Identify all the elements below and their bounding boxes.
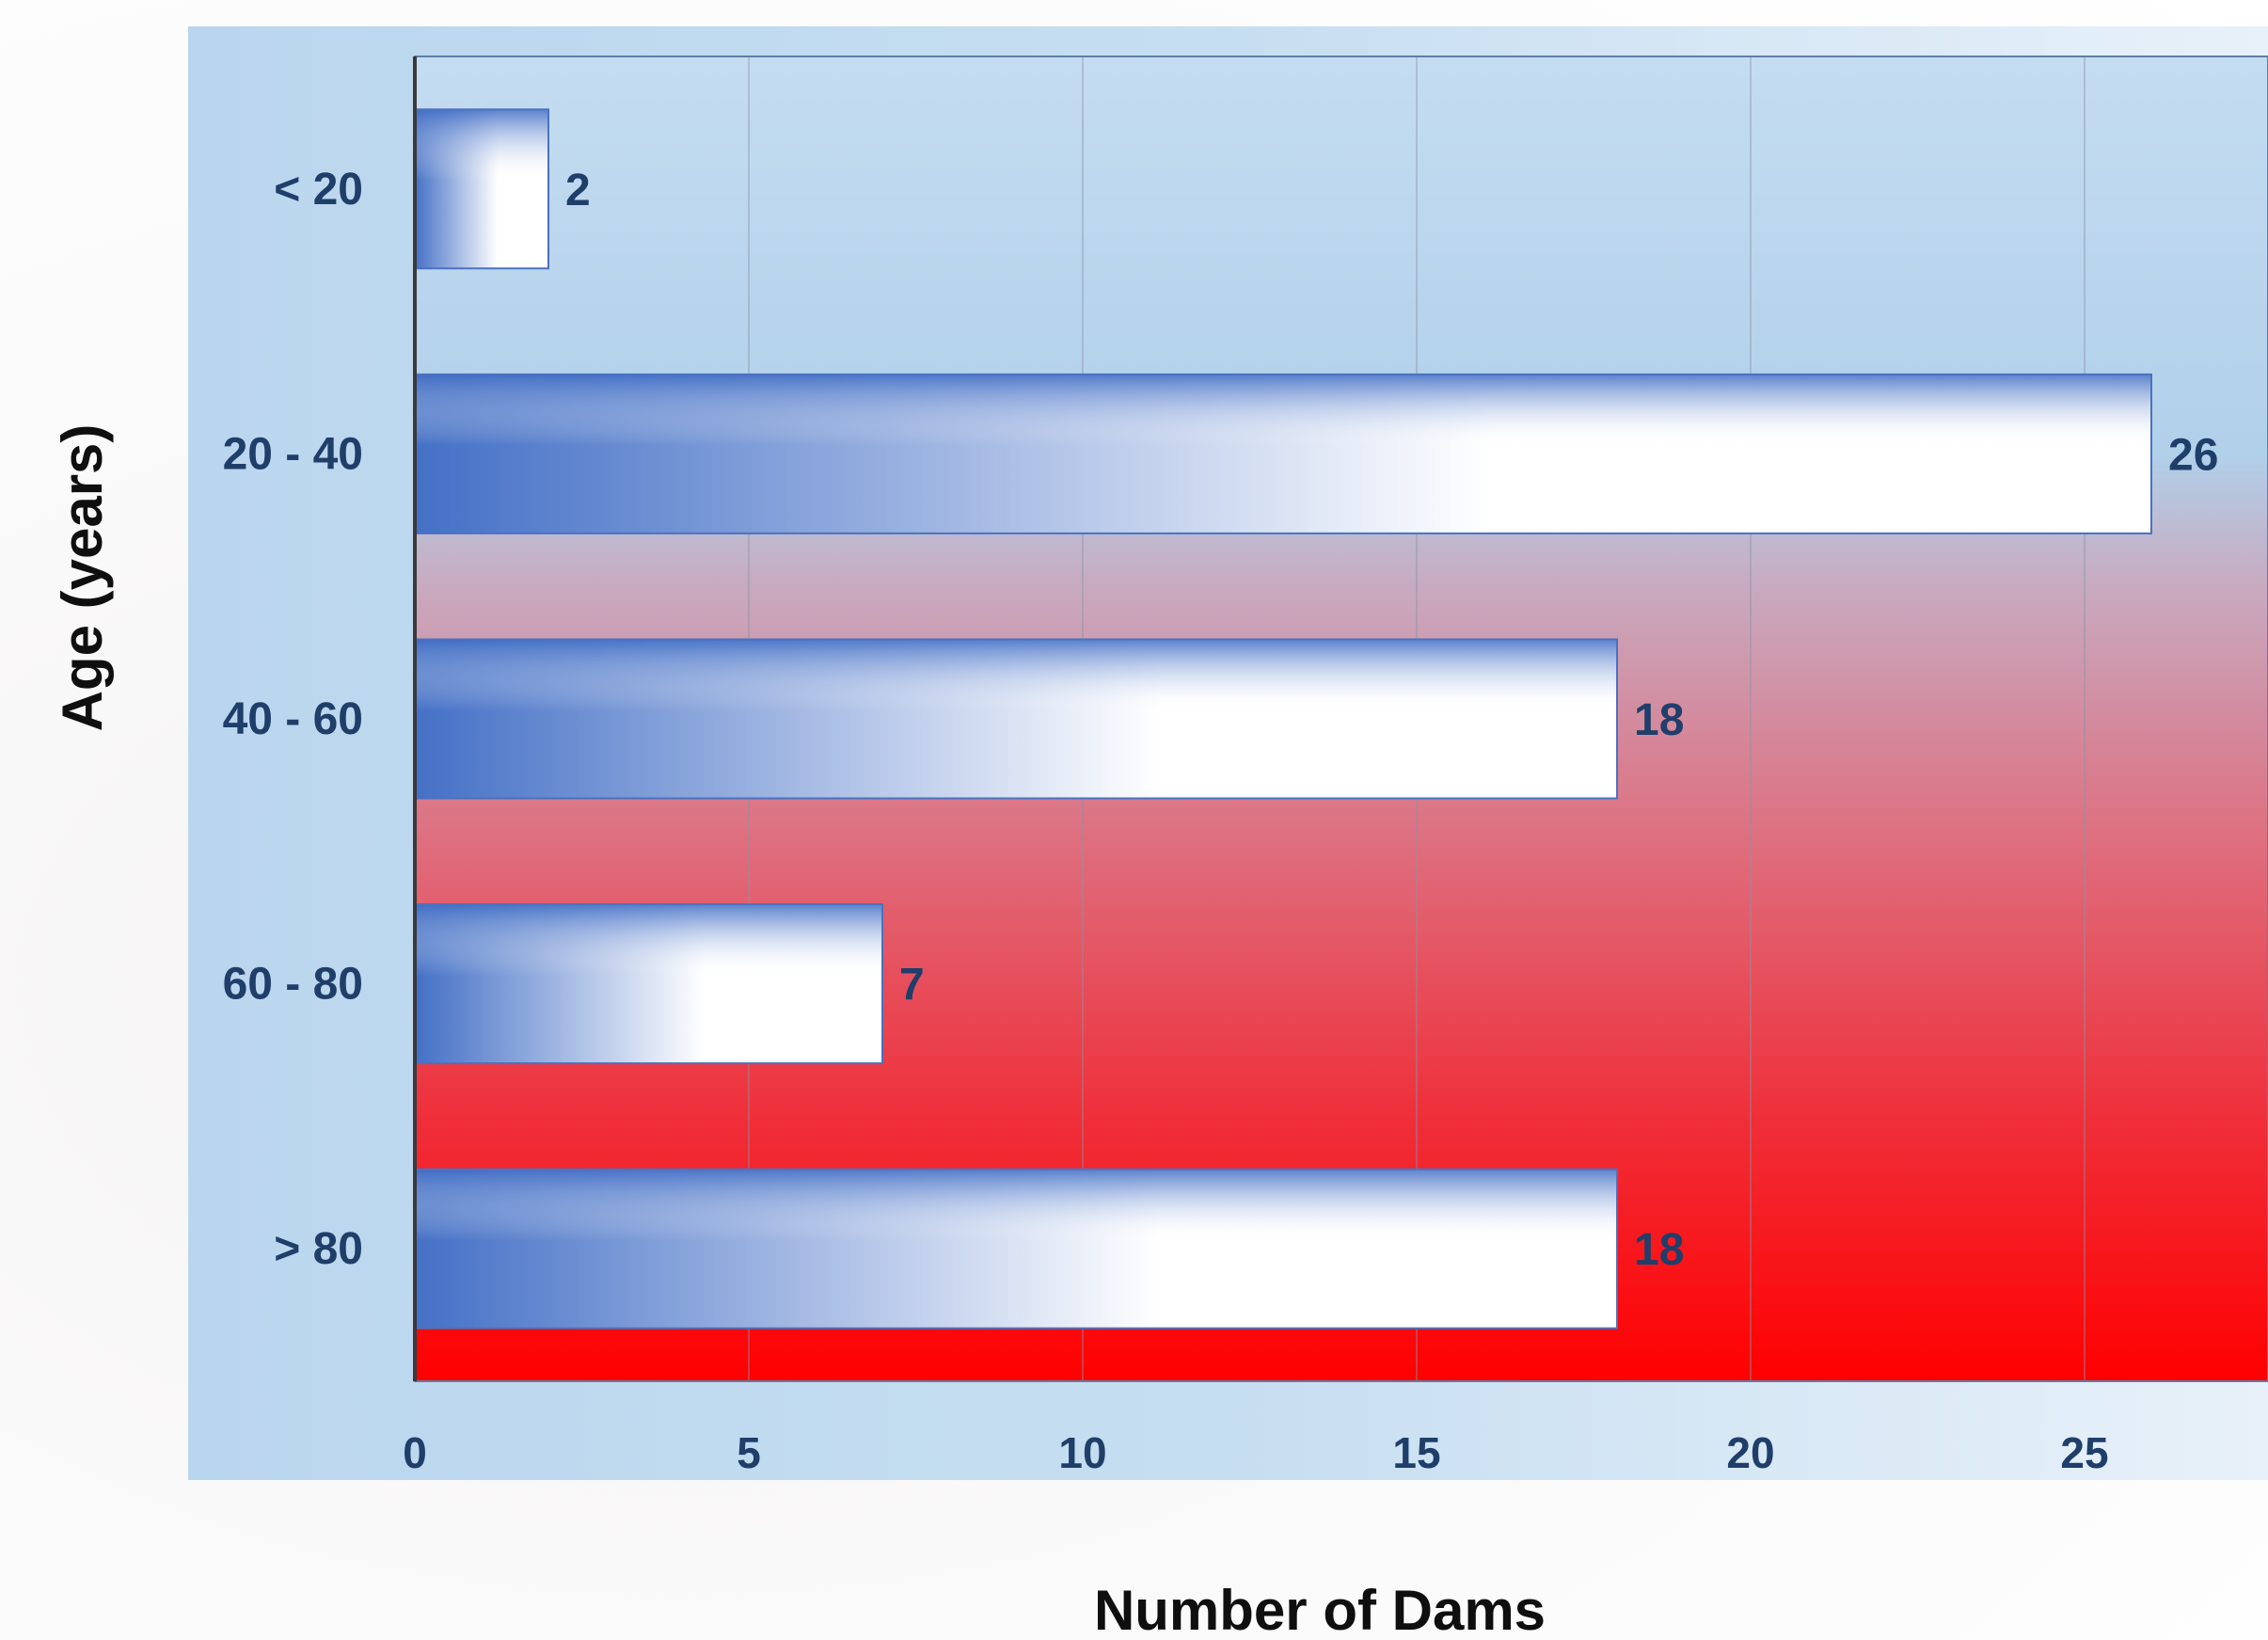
bar-shade <box>415 1169 1617 1329</box>
x-tick-label-0: 0 <box>403 1428 427 1477</box>
data-label: 26 <box>2168 430 2218 480</box>
data-label: 18 <box>1634 1225 1684 1275</box>
data-label: 7 <box>899 961 925 1011</box>
data-label: 2 <box>565 166 591 215</box>
bar-shade <box>415 639 1617 799</box>
x-axis-title: Number of Dams <box>1094 1579 1546 1640</box>
y-axis-title: Age (years) <box>51 424 114 732</box>
category-label: 60 - 80 <box>223 960 363 1010</box>
category-label: < 20 <box>274 165 363 215</box>
bar-group <box>414 638 1618 800</box>
category-label: 40 - 60 <box>223 694 363 744</box>
x-tick-label-15: 15 <box>1392 1428 1440 1477</box>
data-label: 18 <box>1634 695 1684 745</box>
category-label: 20 - 40 <box>223 429 363 479</box>
bar-shade <box>415 904 882 1064</box>
x-tick-label-10: 10 <box>1058 1428 1106 1477</box>
x-tick-label-20: 20 <box>1726 1428 1774 1477</box>
grid-lines <box>748 56 2086 1381</box>
x-tick-label-5: 5 <box>737 1428 761 1477</box>
bar-group <box>414 903 883 1065</box>
bar-shade <box>415 374 2151 533</box>
bar-shade <box>415 109 548 269</box>
x-tick-label-25: 25 <box>2060 1428 2108 1477</box>
bar-group <box>414 1168 1618 1330</box>
bars <box>414 108 2152 1330</box>
bar-group <box>414 108 549 270</box>
bar-group <box>414 373 2152 534</box>
category-label: > 80 <box>274 1224 363 1274</box>
